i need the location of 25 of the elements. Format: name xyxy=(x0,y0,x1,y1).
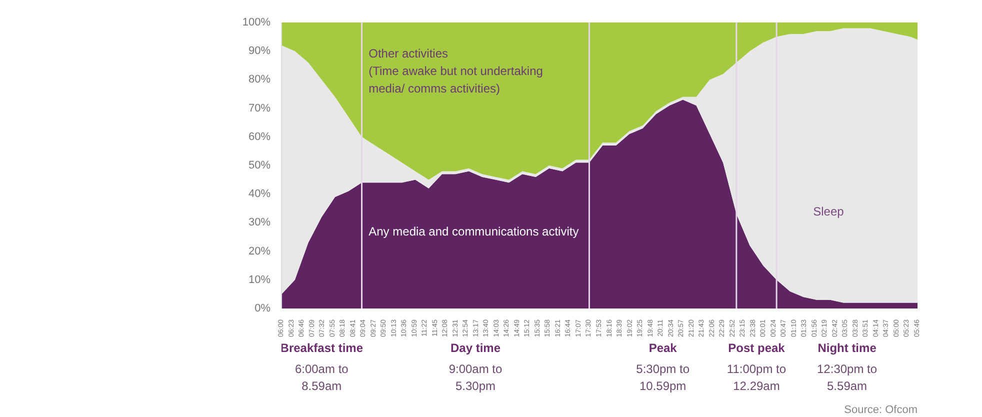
text: 12:30pm to 5.59am xyxy=(817,362,878,393)
y-tick-label: 10% xyxy=(248,274,271,286)
y-tick-label: 100% xyxy=(242,16,271,28)
text: Night time xyxy=(818,341,877,356)
text: 11:00pm to 12.29am xyxy=(726,362,786,393)
text: 9:00am to 5.30pm xyxy=(448,362,503,393)
y-tick-label: 60% xyxy=(248,130,271,143)
text: 5:30pm to 10.59pm xyxy=(636,362,690,393)
y-tick-label: 50% xyxy=(248,160,271,172)
text: 6:00am to 8.59am xyxy=(294,362,349,393)
text: Breakfast time xyxy=(280,341,364,356)
text: Peak xyxy=(648,341,678,356)
text: Day time xyxy=(450,341,501,356)
y-tick-label: 0% xyxy=(254,302,271,314)
y-tick-label: 40% xyxy=(248,188,271,200)
text: Post peak xyxy=(728,341,786,356)
series-label: Other activities (Time awake but not undertaking media/ comms activities) xyxy=(368,46,543,96)
y-tick-label: 20% xyxy=(248,245,271,258)
series-label: Sleep xyxy=(813,204,844,218)
y-tick-label: 80% xyxy=(248,74,271,86)
y-tick-label: 90% xyxy=(248,45,271,58)
y-tick-label: 30% xyxy=(248,216,271,229)
y-tick-label: 70% xyxy=(248,102,271,114)
series-label: Any media and communications activity xyxy=(368,224,579,238)
source-note: Source: Ofcom xyxy=(844,404,918,416)
